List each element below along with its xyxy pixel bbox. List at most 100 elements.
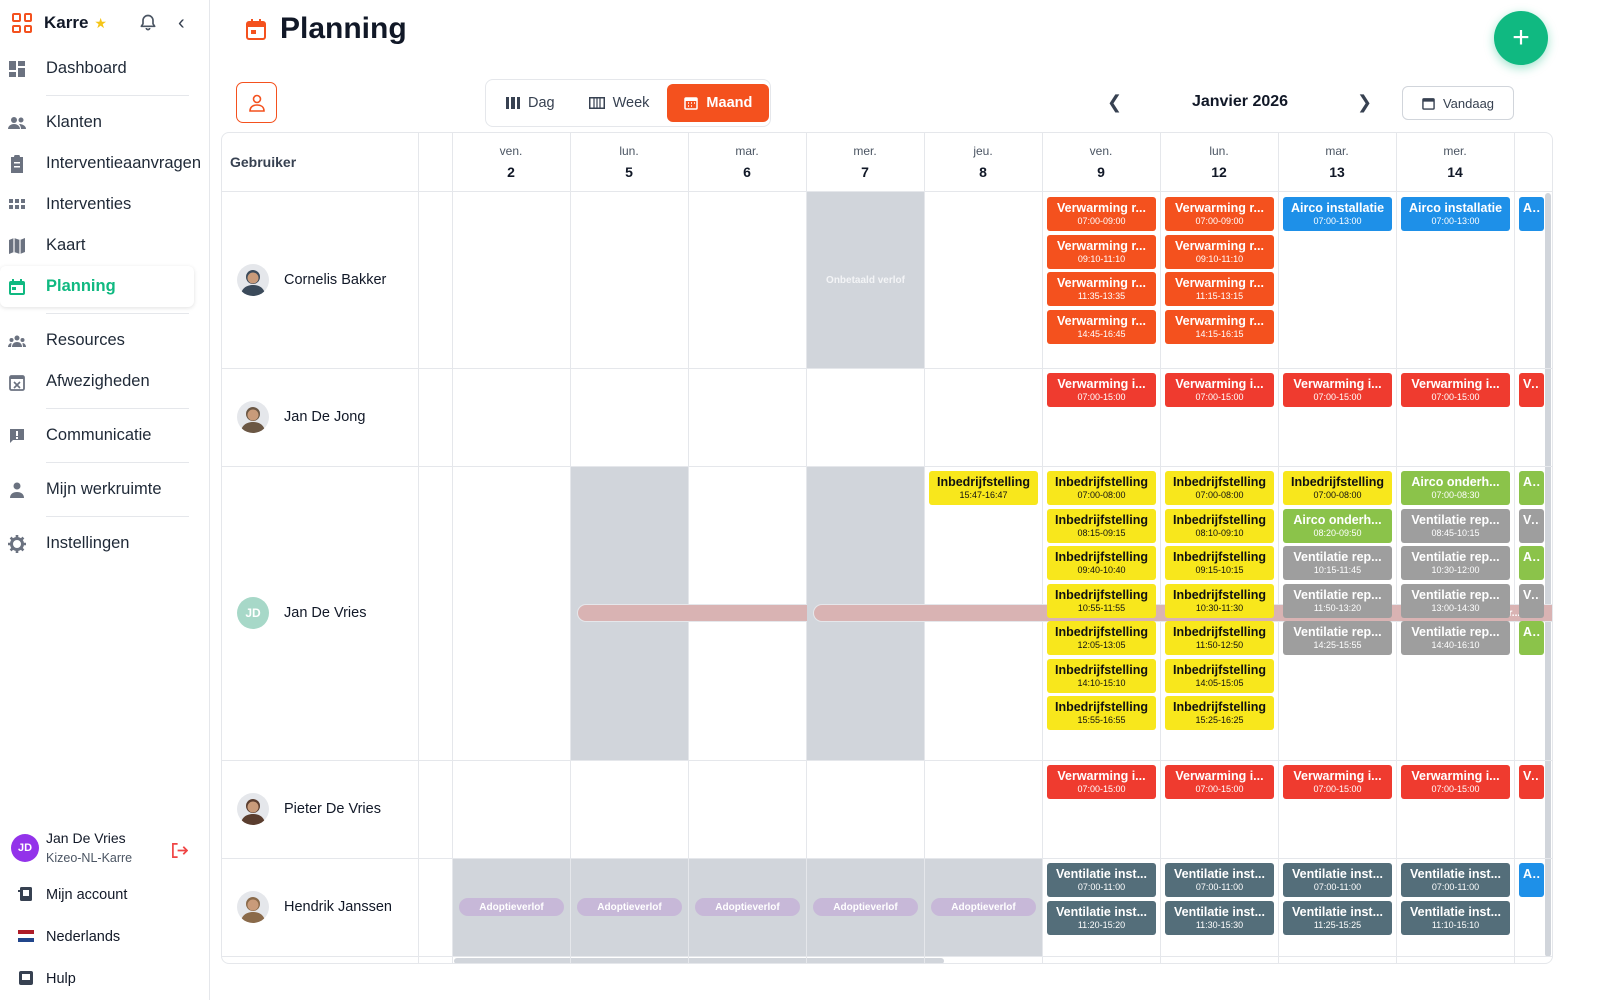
event-block[interactable]: Inbedrijfstelling 09:40-10:40 (1047, 546, 1156, 580)
event-block[interactable]: Inbedrijfstelling 14:10-15:10 (1047, 658, 1156, 693)
event-block[interactable]: Verwarming i... 07:00-15:00 (1165, 765, 1274, 799)
event-block[interactable]: Ventilatie inst... 11:25-15:25 (1283, 900, 1392, 935)
event-block[interactable]: Verwarming r... 11:35-13:35 (1047, 272, 1156, 306)
event-block[interactable]: Airco onderh... 08:20-09:50 (1283, 508, 1392, 543)
event-block[interactable]: Ventilatie inst... 07:00-11:00 (1047, 863, 1156, 897)
current-user[interactable]: JD Jan De Vries Kizeo-NL-Karre (0, 824, 209, 874)
event-block[interactable]: Airco installatie 07:00-13:00 (1283, 197, 1392, 231)
my-account-link[interactable]: Mijn account (0, 874, 209, 916)
event-block[interactable]: Ventilatie inst... 11:20-15:20 (1047, 900, 1156, 935)
horizontal-scrollbar[interactable] (454, 958, 944, 963)
event-block[interactable]: Inbedrijfstelling 15:47-16:47 (929, 471, 1038, 505)
event-block[interactable]: Airc (1519, 197, 1544, 231)
absence-cell[interactable]: Adoptieverlof (453, 858, 570, 956)
event-block[interactable]: Ven (1519, 583, 1544, 618)
user-row-header[interactable]: Pieter De Vries (237, 793, 381, 825)
event-block[interactable]: Ventilatie rep... 13:00-14:30 (1401, 583, 1510, 618)
event-block[interactable]: Airc (1519, 471, 1544, 505)
sidebar-item-planning[interactable]: Planning (0, 266, 194, 307)
collapse-sidebar-icon[interactable]: ‹ (178, 12, 185, 34)
event-block[interactable]: Inbedrijfstelling 07:00-08:00 (1047, 471, 1156, 505)
day-header[interactable]: mer. 14 (1396, 133, 1514, 192)
event-block[interactable]: Verwarming r... 11:15-13:15 (1165, 272, 1274, 306)
event-block[interactable]: Airco installatie 07:00-13:00 (1401, 197, 1510, 231)
star-icon[interactable]: ★ (94, 14, 107, 31)
event-block[interactable]: Verwarming r... 14:15-16:15 (1165, 309, 1274, 344)
help-link[interactable]: Hulp (0, 958, 209, 1000)
event-block[interactable]: Verwarming r... 07:00-09:00 (1047, 197, 1156, 231)
sidebar-item-interventieaanvragen[interactable]: Interventieaanvragen (0, 143, 209, 184)
event-block[interactable]: Verwarming i... 07:00-15:00 (1047, 373, 1156, 407)
sidebar-item-klanten[interactable]: Klanten (0, 102, 209, 143)
day-header[interactable]: lun. 5 (570, 133, 688, 192)
event-block[interactable]: Verwarming i... 07:00-15:00 (1401, 765, 1510, 799)
view-month-button[interactable]: Maand (667, 84, 770, 122)
event-block[interactable]: Ventilatie rep... 10:15-11:45 (1283, 546, 1392, 580)
event-block[interactable]: Verv (1519, 765, 1544, 799)
event-block[interactable]: Verwarming r... 09:10-11:10 (1165, 234, 1274, 269)
sidebar-item-instellingen[interactable]: Instellingen (0, 523, 209, 564)
language-selector[interactable]: Nederlands (0, 916, 209, 958)
event-block[interactable]: Ventilatie rep... 11:50-13:20 (1283, 583, 1392, 618)
day-header[interactable]: ven. 9 (1042, 133, 1160, 192)
event-block[interactable]: Inbedrijfstelling 15:55-16:55 (1047, 696, 1156, 730)
logout-icon[interactable] (171, 842, 188, 859)
sidebar-item-dashboard[interactable]: Dashboard (0, 48, 209, 89)
day-header[interactable]: mar. 6 (688, 133, 806, 192)
absence-cell[interactable]: Adoptieverlof (807, 858, 924, 956)
event-block[interactable]: Ventilatie rep... 08:45-10:15 (1401, 508, 1510, 543)
absence-cell[interactable]: Onbetaald verlof (807, 192, 924, 368)
event-block[interactable]: Inbedrijfstelling 11:50-12:50 (1165, 621, 1274, 655)
sidebar-item-communicatie[interactable]: Communicatie (0, 415, 209, 456)
absence-cell[interactable]: Adoptieverlof (689, 858, 806, 956)
event-block[interactable]: Ventilatie inst... 07:00-11:00 (1283, 863, 1392, 897)
sidebar-item-mijn-werkruimte[interactable]: Mijn werkruimte (0, 469, 209, 510)
event-block[interactable]: Inbedrijfstelling 15:25-16:25 (1165, 696, 1274, 730)
event-block[interactable]: Verwarming i... 07:00-15:00 (1283, 373, 1392, 407)
event-block[interactable]: Ven (1519, 508, 1544, 543)
user-row-header[interactable]: Jan De Jong (237, 401, 365, 433)
day-header[interactable]: ven. 2 (452, 133, 570, 192)
view-day-button[interactable]: Dag (490, 84, 571, 122)
event-block[interactable]: Inbedrijfstelling 08:15-09:15 (1047, 508, 1156, 543)
add-button[interactable]: + (1494, 11, 1548, 65)
user-row-header[interactable]: Cornelis Bakker (237, 264, 386, 296)
event-block[interactable]: Ventilatie inst... 07:00-11:00 (1401, 863, 1510, 897)
sidebar-item-interventies[interactable]: Interventies (0, 184, 209, 225)
event-block[interactable]: Inbedrijfstelling 10:30-11:30 (1165, 583, 1274, 618)
day-header[interactable]: mer. 7 (806, 133, 924, 192)
sidebar-item-resources[interactable]: Resources (0, 320, 209, 361)
absence-cell[interactable]: Calamiteitenver... (807, 466, 1552, 760)
event-block[interactable]: Verwarming r... 09:10-11:10 (1047, 234, 1156, 269)
event-block[interactable]: Ventilatie inst... 11:10-15:10 (1401, 900, 1510, 935)
absence-cell[interactable]: Adoptieverlof (571, 858, 688, 956)
event-block[interactable]: Inbedrijfstelling 08:10-09:10 (1165, 508, 1274, 543)
next-month-button[interactable]: ❯ (1357, 92, 1373, 112)
event-block[interactable]: Verwarming i... 07:00-15:00 (1401, 373, 1510, 407)
event-block[interactable]: Verv (1519, 373, 1544, 407)
event-block[interactable]: Ventilatie inst... 07:00-11:00 (1165, 863, 1274, 897)
event-block[interactable]: Airc (1519, 621, 1544, 655)
event-block[interactable]: Inbedrijfstelling 12:05-13:05 (1047, 621, 1156, 655)
absence-cell[interactable]: Calamiteitenver... (571, 466, 1552, 760)
event-block[interactable]: Inbedrijfstelling 14:05-15:05 (1165, 658, 1274, 693)
event-block[interactable]: Inbedrijfstelling 07:00-08:00 (1283, 471, 1392, 505)
event-block[interactable]: Inbedrijfstelling 09:15-10:15 (1165, 546, 1274, 580)
event-block[interactable]: Airc (1519, 863, 1544, 897)
user-filter-button[interactable] (236, 82, 277, 123)
event-block[interactable]: Ventilatie inst... 11:30-15:30 (1165, 900, 1274, 935)
event-block[interactable]: Inbedrijfstelling 07:00-08:00 (1165, 471, 1274, 505)
event-block[interactable]: Airc (1519, 546, 1544, 580)
view-week-button[interactable]: Week (573, 84, 666, 122)
day-header[interactable]: lun. 12 (1160, 133, 1278, 192)
vertical-scrollbar[interactable] (1545, 193, 1551, 957)
day-header[interactable]: mar. 13 (1278, 133, 1396, 192)
event-block[interactable]: Verwarming r... 07:00-09:00 (1165, 197, 1274, 231)
user-row-header[interactable]: JD Jan De Vries (237, 597, 366, 629)
event-block[interactable]: Verwarming i... 07:00-15:00 (1283, 765, 1392, 799)
sidebar-item-afwezigheden[interactable]: Afwezigheden (0, 361, 209, 402)
previous-month-button[interactable]: ❮ (1107, 92, 1123, 112)
day-header[interactable]: jeu. 8 (924, 133, 1042, 192)
today-button[interactable]: Vandaag (1402, 86, 1514, 120)
bell-icon[interactable] (138, 13, 158, 33)
